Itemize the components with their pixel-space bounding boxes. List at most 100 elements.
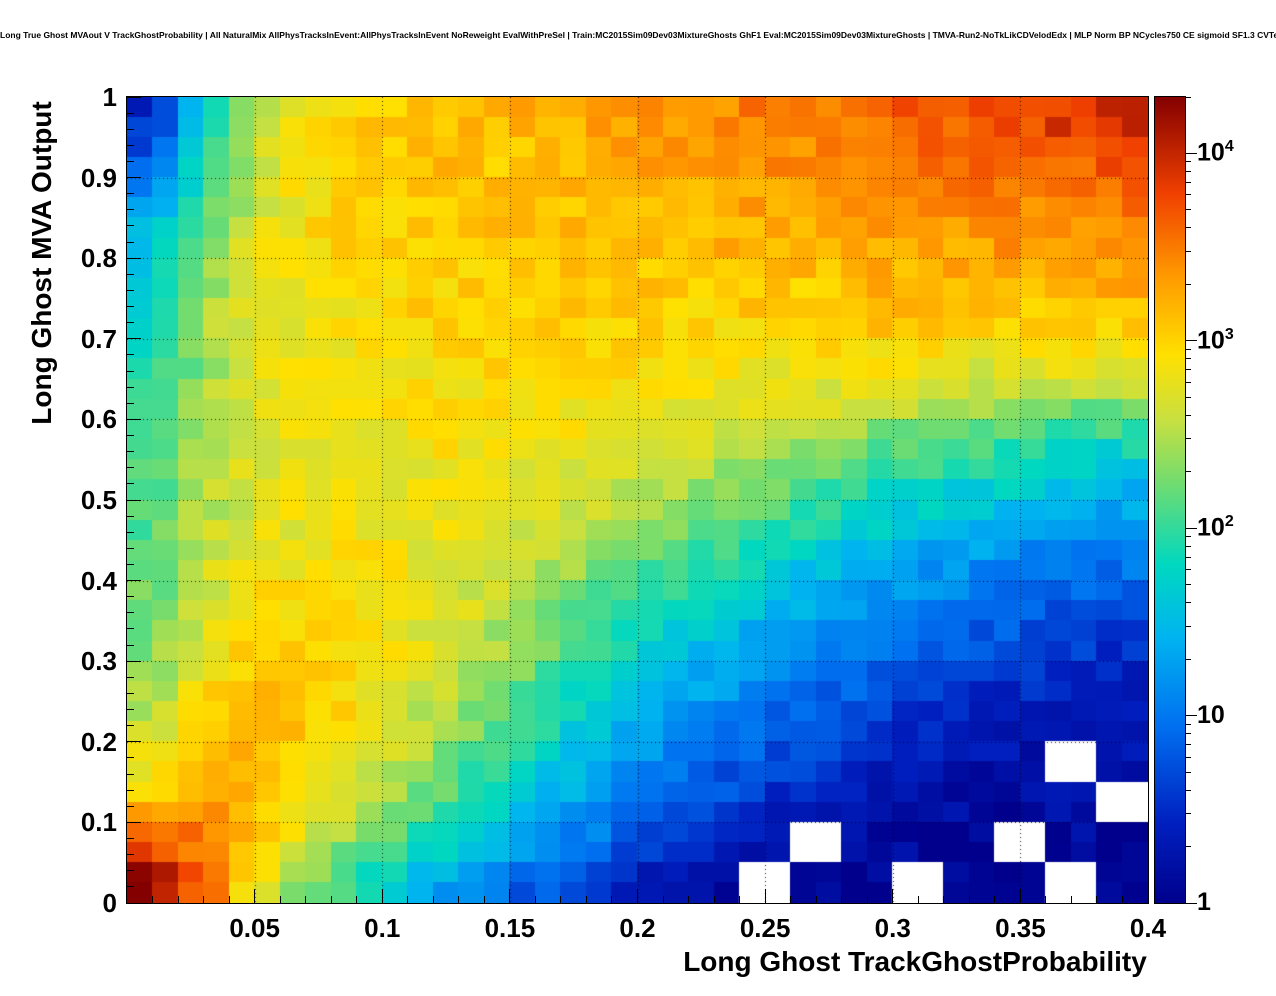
tick-mark (127, 676, 134, 678)
colorbar-minor-tick (1185, 438, 1191, 440)
plot-frame (126, 96, 1149, 904)
colorbar-minor-tick (1185, 733, 1191, 735)
colorbar-minor-tick (1185, 569, 1191, 571)
tick-mark (127, 499, 141, 501)
tick-mark (815, 896, 817, 903)
x-tick-label: 0.25 (739, 913, 791, 943)
tick-mark (127, 563, 134, 565)
tick-mark (585, 896, 587, 903)
tick-mark (560, 896, 562, 903)
heatmap-canvas (127, 97, 1148, 903)
y-tick-label: 0.1 (80, 807, 117, 838)
tick-mark (688, 896, 690, 903)
y-tick-label: 1 (102, 82, 117, 112)
y-tick-label: 0.6 (80, 404, 117, 435)
tick-mark (1121, 896, 1123, 903)
tick-mark (127, 306, 134, 308)
tick-mark (127, 515, 134, 517)
colorbar-major-tick (1185, 340, 1197, 342)
tick-mark (127, 177, 141, 179)
tick-mark (764, 889, 766, 903)
colorbar-major-tick (1185, 715, 1197, 717)
colorbar-minor-tick (1185, 227, 1191, 229)
tick-mark (127, 838, 134, 840)
tick-mark (127, 241, 134, 243)
colorbar-minor-tick (1185, 471, 1191, 473)
colorbar-major-tick (1185, 902, 1197, 904)
tick-mark (127, 354, 134, 356)
colorbar-minor-tick (1185, 545, 1191, 547)
tick-mark (127, 628, 134, 630)
tick-mark (127, 338, 141, 340)
tick-mark (1019, 889, 1021, 903)
tick-mark (127, 160, 134, 162)
tick-mark (968, 896, 970, 903)
colorbar-minor-tick (1185, 584, 1191, 586)
colorbar-minor-tick (1185, 181, 1191, 183)
tick-mark (432, 896, 434, 903)
colorbar-minor-tick (1185, 348, 1191, 350)
tick-mark (994, 896, 996, 903)
tick-mark (483, 896, 485, 903)
tick-mark (127, 789, 134, 791)
y-axis-title: Long Ghost MVA Output (26, 101, 57, 425)
y-tick-label: 0 (102, 888, 117, 918)
x-tick-label: 0.05 (229, 913, 280, 943)
tick-mark (127, 692, 134, 694)
tick-mark (127, 209, 134, 211)
colorbar-minor-tick (1185, 414, 1191, 416)
tick-mark (611, 896, 613, 903)
tick-mark (127, 709, 134, 711)
tick-mark (509, 889, 511, 903)
x-tick-label: 0.15 (484, 913, 536, 943)
tick-mark (305, 896, 307, 903)
colorbar-minor-tick (1185, 358, 1191, 360)
colorbar (1154, 96, 1186, 904)
colorbar-minor-tick (1185, 536, 1191, 538)
tick-mark (127, 370, 134, 372)
tick-mark (662, 896, 664, 903)
tick-mark (279, 896, 281, 903)
tick-mark (1070, 896, 1072, 903)
tick-mark (127, 886, 134, 888)
colorbar-minor-tick (1185, 789, 1191, 791)
tick-mark (127, 128, 134, 130)
z-tick-label: 103 (1197, 325, 1234, 355)
tick-mark (152, 896, 154, 903)
tick-mark (127, 96, 141, 98)
y-tick-label: 0.8 (80, 243, 117, 274)
tick-mark (127, 289, 134, 291)
colorbar-minor-tick (1185, 756, 1191, 758)
tick-mark (127, 870, 134, 872)
colorbar-minor-tick (1185, 556, 1191, 558)
colorbar-minor-tick (1185, 813, 1191, 815)
plot-title: Long True Ghost MVAout V TrackGhostProba… (0, 30, 1276, 40)
colorbar-minor-tick (1185, 283, 1191, 285)
y-tick-label: 0.2 (80, 726, 117, 757)
z-tick-label: 1 (1197, 888, 1211, 916)
z-tick-label: 10 (1197, 700, 1225, 729)
tick-mark (458, 896, 460, 903)
colorbar-minor-tick (1185, 625, 1191, 627)
tick-mark (127, 144, 134, 146)
tick-mark (127, 660, 141, 662)
tick-mark (713, 896, 715, 903)
tick-mark (228, 896, 230, 903)
tick-mark (356, 896, 358, 903)
tick-mark (127, 257, 141, 259)
x-tick-label: 0.2 (619, 913, 656, 943)
tick-mark (407, 896, 409, 903)
colorbar-minor-tick (1185, 658, 1191, 660)
tick-mark (841, 896, 843, 903)
tick-mark (917, 896, 919, 903)
tick-mark (127, 821, 141, 823)
colorbar-minor-tick (1185, 171, 1191, 173)
tick-mark (330, 896, 332, 903)
x-axis-title: Long Ghost TrackGhostProbability (683, 946, 1147, 977)
tick-mark (943, 896, 945, 903)
tick-mark (790, 896, 792, 903)
colorbar-minor-tick (1185, 209, 1191, 211)
tick-mark (127, 725, 134, 727)
tick-mark (127, 112, 134, 114)
